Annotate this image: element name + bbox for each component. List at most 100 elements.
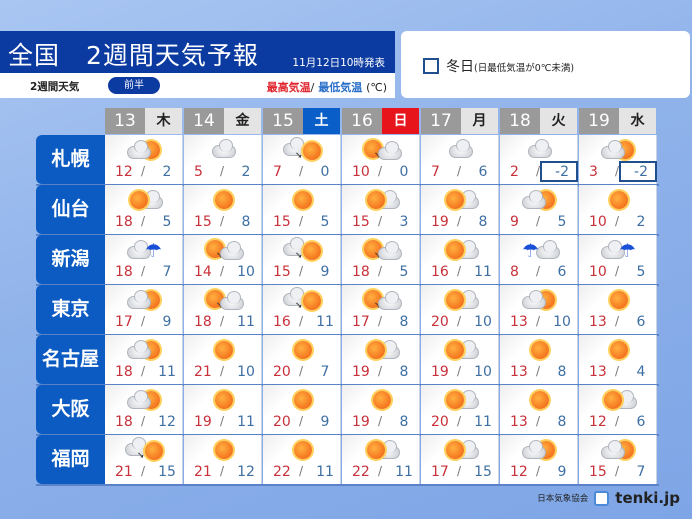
weather-icon-cloud-then-sun: ➘ (283, 137, 323, 161)
day-header: 19 水 (579, 108, 656, 134)
temperature-legend: 最高気温/ 最低気温 (℃) (267, 79, 387, 95)
winter-day-note: (日最低気温が0℃未満) (474, 63, 575, 74)
day-header: 15 土 (263, 108, 340, 134)
high-temp: 21 (194, 464, 212, 480)
weather-icon-cloud-sun (599, 139, 639, 161)
sun-icon (364, 140, 382, 158)
high-temp: 19 (431, 364, 449, 380)
temp-slash: / (299, 214, 304, 228)
low-temp: 10 (237, 264, 255, 280)
day-weekday: 木 (145, 108, 182, 134)
weather-icon-sun (283, 339, 323, 361)
weather-icon-sun-cloud (441, 239, 481, 261)
tenki-logo-icon (594, 490, 610, 506)
high-temp: 17 (115, 314, 133, 330)
low-temp: 7 (320, 364, 330, 380)
high-temp: 10 (589, 264, 607, 280)
forecast-cell: 20 / 11 (421, 385, 499, 434)
weather-icon-sun-then-cloud: ➘ (362, 139, 402, 161)
temp-slash: / (615, 364, 620, 378)
temp-slash: / (378, 264, 383, 278)
city-label: 東京 (36, 285, 105, 334)
sun-icon (604, 391, 622, 409)
weather-icon-cloud-rain: ☂ (125, 239, 165, 261)
high-temp: 3 (589, 164, 598, 180)
low-temp: 0 (320, 164, 330, 180)
low-temp: 8 (241, 214, 251, 230)
forecast-cell: ➘ 17 / 8 (342, 285, 420, 334)
high-temp: 8 (510, 264, 519, 280)
low-temp: 10 (553, 314, 571, 330)
sun-icon (446, 291, 464, 309)
weather-icon-sun-then-cloud: ➘ (204, 239, 244, 261)
city-label: 新潟 (36, 235, 105, 284)
weather-icon-sun (283, 389, 323, 411)
weather-icon-sun-cloud (441, 289, 481, 311)
high-temp: 19 (352, 414, 370, 430)
city-label: 仙台 (36, 185, 105, 234)
high-temp: 18 (194, 314, 212, 330)
low-temp: 9 (162, 314, 172, 330)
temp-slash: / (220, 264, 225, 278)
temp-slash: / (615, 314, 620, 328)
umbrella-icon: ☂ (145, 240, 163, 262)
high-temp: 13 (510, 314, 528, 330)
cloud-icon (601, 140, 625, 159)
day-weekday: 月 (461, 108, 498, 134)
high-temp: 13 (589, 314, 607, 330)
weather-icon-cloud-then-sun: ➘ (283, 287, 323, 311)
low-temp: 5 (557, 214, 567, 230)
high-temp: 15 (352, 214, 370, 230)
day-header: 17 月 (421, 108, 498, 134)
forecast-cell: ☂ 18 / 7 (105, 235, 183, 284)
low-temp: 7 (162, 264, 172, 280)
forecast-cell: ➘ 18 / 5 (342, 235, 420, 284)
weather-icon-cloud-sun (520, 289, 560, 311)
temp-slash: / (220, 414, 225, 428)
day-header: 14 金 (184, 108, 261, 134)
day-weekday: 火 (540, 108, 577, 134)
forecast-cell: 15 / 3 (342, 185, 420, 234)
sub-bar: 2週間天気 前半 最高気温/ 最低気温 (℃) (0, 73, 395, 98)
forecast-cell: 7 / 6 (421, 135, 499, 184)
low-temp: -2 (634, 164, 648, 180)
sun-icon (446, 241, 464, 259)
forecast-cell: ➘ 18 / 11 (184, 285, 262, 334)
temp-slash: / (141, 164, 146, 178)
high-temp: 22 (273, 464, 291, 480)
forecast-cell: 13 / 10 (500, 285, 578, 334)
forecast-cell: 17 / 15 (421, 435, 499, 484)
row-divider (36, 484, 659, 486)
temp-slash: / (299, 414, 304, 428)
winter-day-legend: 冬日(日最低気温が0℃未満) (401, 31, 690, 98)
cloud-icon (220, 291, 244, 310)
sun-icon (303, 242, 321, 260)
temp-slash: / (299, 264, 304, 278)
forecast-cell: 19 / 11 (184, 385, 262, 434)
high-temp: 15 (273, 264, 291, 280)
city-label: 名古屋 (36, 335, 105, 384)
sun-icon (367, 341, 385, 359)
high-temp: 20 (431, 314, 449, 330)
forecast-cell: 22 / 11 (342, 435, 420, 484)
low-temp: 2 (241, 164, 251, 180)
temp-slash: / (220, 214, 225, 228)
weather-icon-sun-then-cloud: ➘ (204, 289, 244, 311)
high-temp: 18 (115, 414, 133, 430)
sun-icon (610, 191, 628, 209)
temp-slash: / (378, 414, 383, 428)
temp-separator: / (310, 81, 315, 94)
temp-slash: / (378, 314, 383, 328)
day-weekday: 土 (303, 108, 340, 134)
forecast-cell: ➘ 10 / 0 (342, 135, 420, 184)
forecast-cell: 13 / 6 (579, 285, 657, 334)
forecast-cell: 13 / 4 (579, 335, 657, 384)
low-temp: 11 (237, 414, 255, 430)
weather-icon-sun (283, 439, 323, 461)
weather-icon-sun (204, 439, 244, 461)
sun-icon (373, 391, 391, 409)
temp-slash: / (378, 364, 383, 378)
sun-icon (446, 341, 464, 359)
low-temp: 9 (320, 264, 330, 280)
high-temp: 15 (589, 464, 607, 480)
